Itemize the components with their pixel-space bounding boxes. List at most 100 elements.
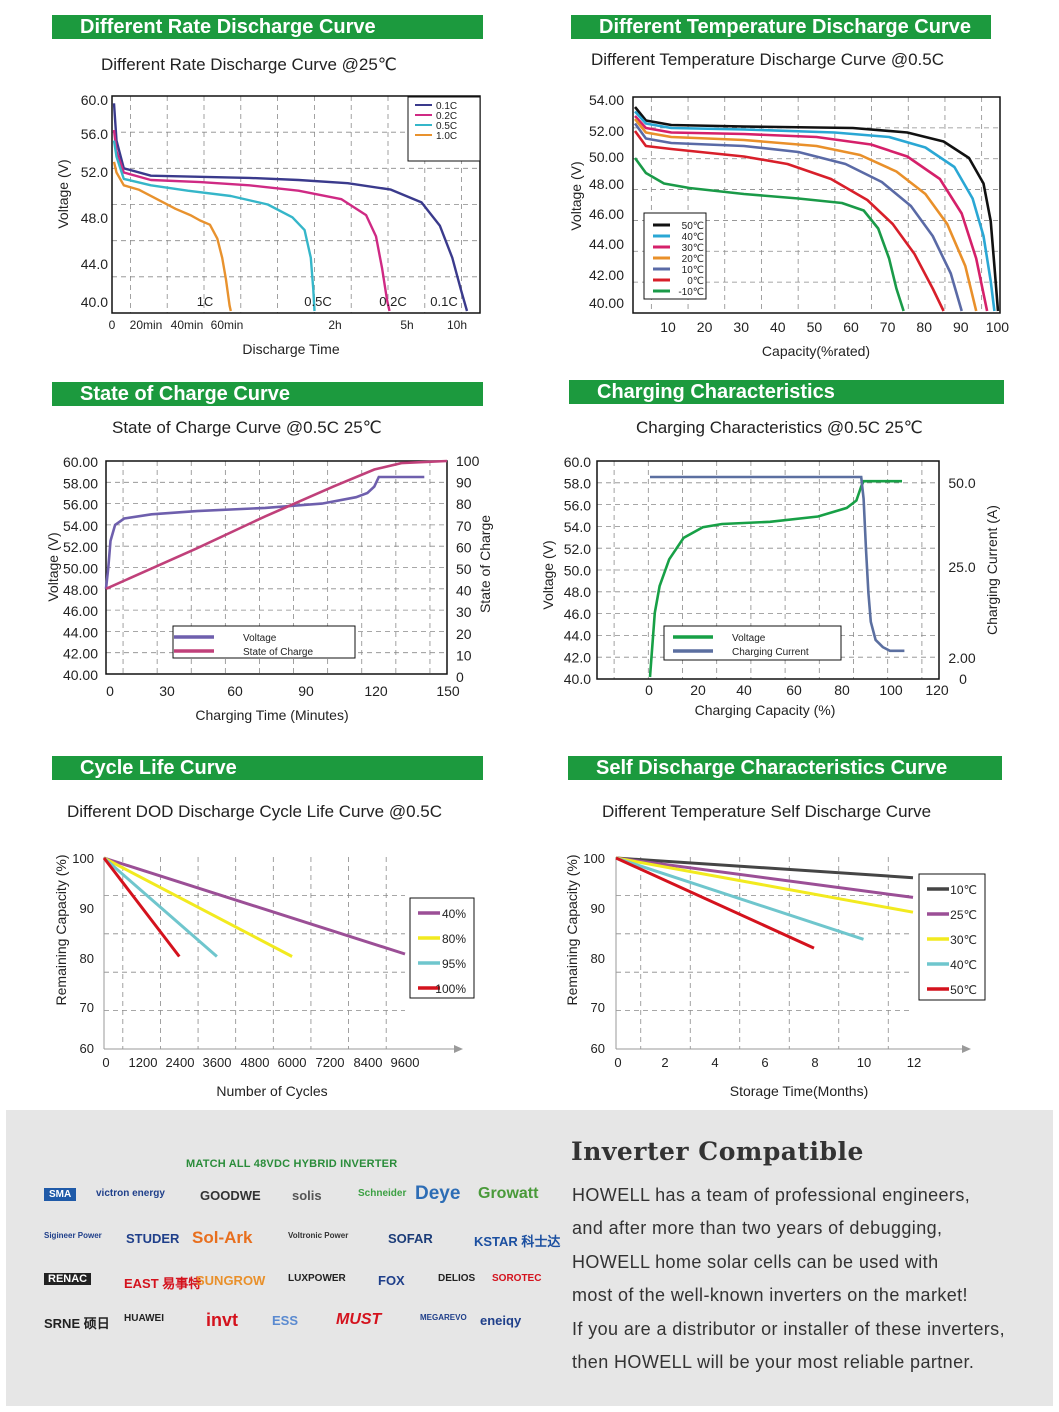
legend-label: 30℃	[682, 243, 704, 254]
series-line-3	[102, 857, 181, 958]
legend-label: State of Charge	[243, 647, 313, 658]
title-self-discharge: Different Temperature Self Discharge Cur…	[602, 802, 932, 821]
series-line-0	[615, 856, 914, 880]
curve-label: 0.2C	[379, 294, 406, 309]
x-tick-label: 8	[811, 1055, 818, 1070]
brand-logo: SRNE 硕日	[44, 1316, 110, 1331]
x-tick-label: 4800	[241, 1055, 270, 1070]
series-line-0	[633, 106, 1000, 312]
banner-charging: Charging Characteristics	[569, 380, 1004, 404]
x-tick-label: 10	[660, 319, 676, 335]
x-tick-label: 80	[834, 682, 850, 698]
compat-title: Inverter Compatible	[571, 1137, 864, 1166]
x-axis-arrow	[962, 1045, 971, 1053]
x-tick-label: 3600	[203, 1055, 232, 1070]
x-tick-label: 100	[879, 682, 903, 698]
chart-self-discharge: 100 90 80 70 60 0 2 4 6 8 10 12 Remaining Capacity (…	[564, 851, 986, 1099]
x-tick-label: 0	[106, 683, 114, 699]
title-soc: State of Charge Curve @0.5C 25℃	[112, 418, 382, 437]
legend-label: 1.0C	[436, 131, 457, 142]
legend-label: 0.2C	[436, 111, 457, 122]
y-tick-label: 42.00	[589, 267, 624, 283]
brand-logo: Growatt	[478, 1185, 539, 1202]
x-tick-label: 30	[159, 683, 175, 699]
x-axis-label: Charging Capacity (%)	[695, 702, 836, 718]
x-tick-label: 40min	[171, 318, 204, 332]
plot-frame	[596, 460, 940, 680]
y-tick-label: 54.0	[564, 519, 591, 535]
y2-tick-label: 70	[456, 518, 472, 534]
series-line-0	[648, 479, 902, 678]
y-tick-label: 40.0	[564, 671, 591, 687]
y2-tick-label: 0	[456, 669, 464, 685]
x-tick-label: 40	[770, 319, 786, 335]
chart-charging: 60.0 58.0 56.0 54.0 52.0 50.0 48.0 46.0 44.0 42.0…	[540, 454, 1000, 718]
y-tick-label: 48.0	[81, 210, 108, 226]
y-tick-label: 90	[80, 901, 94, 916]
brand-logo: MUST	[336, 1311, 382, 1328]
legend-label: 40%	[442, 907, 466, 921]
y-tick-label: 44.0	[81, 256, 108, 272]
brand-logo: Sol-Ark	[192, 1228, 253, 1247]
y2-tick-label: 50	[456, 561, 472, 577]
legend-label: 0.5C	[436, 121, 457, 132]
y-tick-label: 80	[591, 951, 605, 966]
x-axis-label: Capacity(%rated)	[762, 343, 870, 359]
x-tick-label: 0	[645, 682, 653, 698]
y-tick-label: 60	[80, 1041, 94, 1056]
brand-logo: Sigineer Power	[44, 1231, 102, 1240]
title-rate-discharge: Different Rate Discharge Curve @25℃	[101, 55, 397, 74]
brand-logo: RENAC	[44, 1273, 92, 1285]
x-tick-label: 70	[880, 319, 896, 335]
x-tick-label: 150	[436, 683, 460, 699]
series-line-1	[103, 856, 293, 958]
chart-temp-discharge: 54.00 52.00 50.00 48.00 46.00 44.00 42.00 40.00…	[568, 92, 1010, 359]
series-line-5	[633, 130, 945, 312]
y-tick-label: 48.0	[564, 584, 591, 600]
y-tick-label: 58.0	[564, 476, 591, 492]
y-axis-label: Voltage (V)	[45, 532, 61, 601]
brand-logo: SUNGROW	[196, 1273, 266, 1288]
x-tick-label: 100	[986, 319, 1010, 335]
y2-tick-label: 30	[456, 604, 472, 620]
y-tick-label: 54.00	[589, 92, 624, 108]
y-tick-label: 46.00	[589, 206, 624, 222]
legend-box	[663, 625, 842, 661]
y-tick-label: 44.0	[564, 628, 591, 644]
y-tick-label: 90	[591, 901, 605, 916]
banner-soc: State of Charge Curve	[52, 382, 483, 406]
series-line-2	[103, 856, 218, 958]
series-line-0	[104, 475, 425, 589]
legend-label: Charging Current	[732, 647, 809, 658]
x-tick-label: 2	[661, 1055, 668, 1070]
y-tick-label: 48.00	[589, 176, 624, 192]
series-line-1	[634, 110, 996, 312]
legend-box	[643, 212, 707, 300]
plot-frame	[632, 96, 1001, 314]
x-tick-label: 80	[916, 319, 932, 335]
y-tick-label: 40.0	[81, 294, 108, 310]
y-tick-label: 52.00	[589, 123, 624, 139]
y-tick-label: 56.0	[81, 126, 108, 142]
title-cycle-life: Different DOD Discharge Cycle Life Curve…	[67, 802, 443, 821]
y-axis-label: Remaining Capacity (%)	[564, 855, 580, 1006]
series-line-1	[615, 856, 914, 899]
y-tick-label: 100	[72, 851, 94, 866]
brand-logo: KSTAR 科士达	[474, 1234, 561, 1249]
chart-soc: 60.00 58.00 56.00 54.00 52.00 50.00 48.00 46.00…	[45, 453, 493, 723]
y-tick-label: 40.00	[589, 295, 624, 311]
x-tick-label: 12	[907, 1055, 921, 1070]
series-line-1	[112, 129, 391, 312]
y2-tick-label: 60	[456, 539, 472, 555]
x-tick-label: 60min	[211, 318, 244, 332]
y-tick-label: 42.00	[63, 646, 98, 662]
x-tick-label: 90	[953, 319, 969, 335]
x-tick-label: 9600	[391, 1055, 420, 1070]
brand-logo: LUXPOWER	[288, 1273, 346, 1284]
x-tick-label: 6000	[278, 1055, 307, 1070]
x-tick-label: 10h	[447, 318, 467, 332]
legend-label: Voltage	[243, 633, 277, 644]
y2-tick-label: 40	[456, 583, 472, 599]
match-inverter-label: MATCH ALL 48VDC HYBRID INVERTER	[186, 1158, 398, 1170]
compat-line: HOWELL home solar cells can be used with	[572, 1252, 939, 1272]
